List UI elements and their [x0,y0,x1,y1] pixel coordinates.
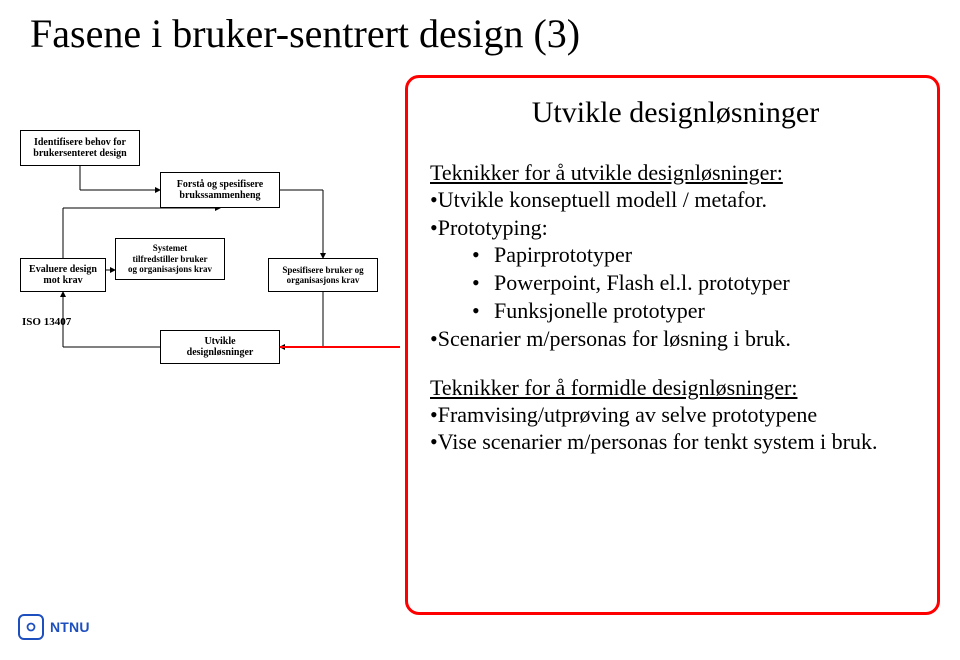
diagram-node-develop: Utvikle designløsninger [160,330,280,364]
bullet-text: Scenarier m/personas for løsning i bruk. [438,326,791,351]
bullet-item: •Vise scenarier m/personas for tenkt sys… [430,428,921,456]
bullet-text: Vise scenarier m/personas for tenkt syst… [438,429,878,454]
techniques-communicate-heading: Teknikker for å formidle designløsninger… [430,375,921,401]
bullet-text: Utvikle konseptuell modell / metafor. [438,187,767,212]
prototyping-sub-bullets: Papirprototyper Powerpoint, Flash el.l. … [494,241,921,325]
sub-bullet: Powerpoint, Flash el.l. prototyper [494,269,921,297]
bullet-text: Prototyping: [438,215,548,240]
brand-text: NTNU [50,619,90,635]
diagram-node-identify: Identifisere behov for brukersenteret de… [20,130,140,166]
bullet-text: Framvising/utprøving av selve prototypen… [438,402,817,427]
bullet-item: •Scenarier m/personas for løsning i bruk… [430,325,921,353]
techniques-develop-heading: Teknikker for å utvikle designløsninger: [430,160,921,186]
iso-label: ISO 13407 [22,316,71,328]
diagram-node-understand: Forstå og spesifisere brukssammenheng [160,172,280,208]
ntnu-mark-icon [18,614,44,640]
diagram-node-system: Systemet tilfredstiller bruker og organi… [115,238,225,280]
brand-logo: NTNU [18,614,90,640]
bullet-item: •Utvikle konseptuell modell / metafor. [430,186,921,214]
callout-box: Utvikle designløsninger Teknikker for å … [405,75,940,615]
callout-title: Utvikle designløsninger [430,96,921,130]
sub-bullet: Papirprototyper [494,241,921,269]
diagram-node-evaluate: Evaluere design mot krav [20,258,106,292]
diagram-node-specify: Spesifisere bruker og organisasjons krav [268,258,378,292]
iso-diagram: ISO 13407 Identifisere behov for brukers… [20,130,380,440]
bullet-item: •Framvising/utprøving av selve prototype… [430,401,921,429]
page-title: Fasene i bruker-sentrert design (3) [30,10,580,57]
sub-bullet: Funksjonelle prototyper [494,297,921,325]
bullet-item: •Prototyping: [430,214,921,242]
